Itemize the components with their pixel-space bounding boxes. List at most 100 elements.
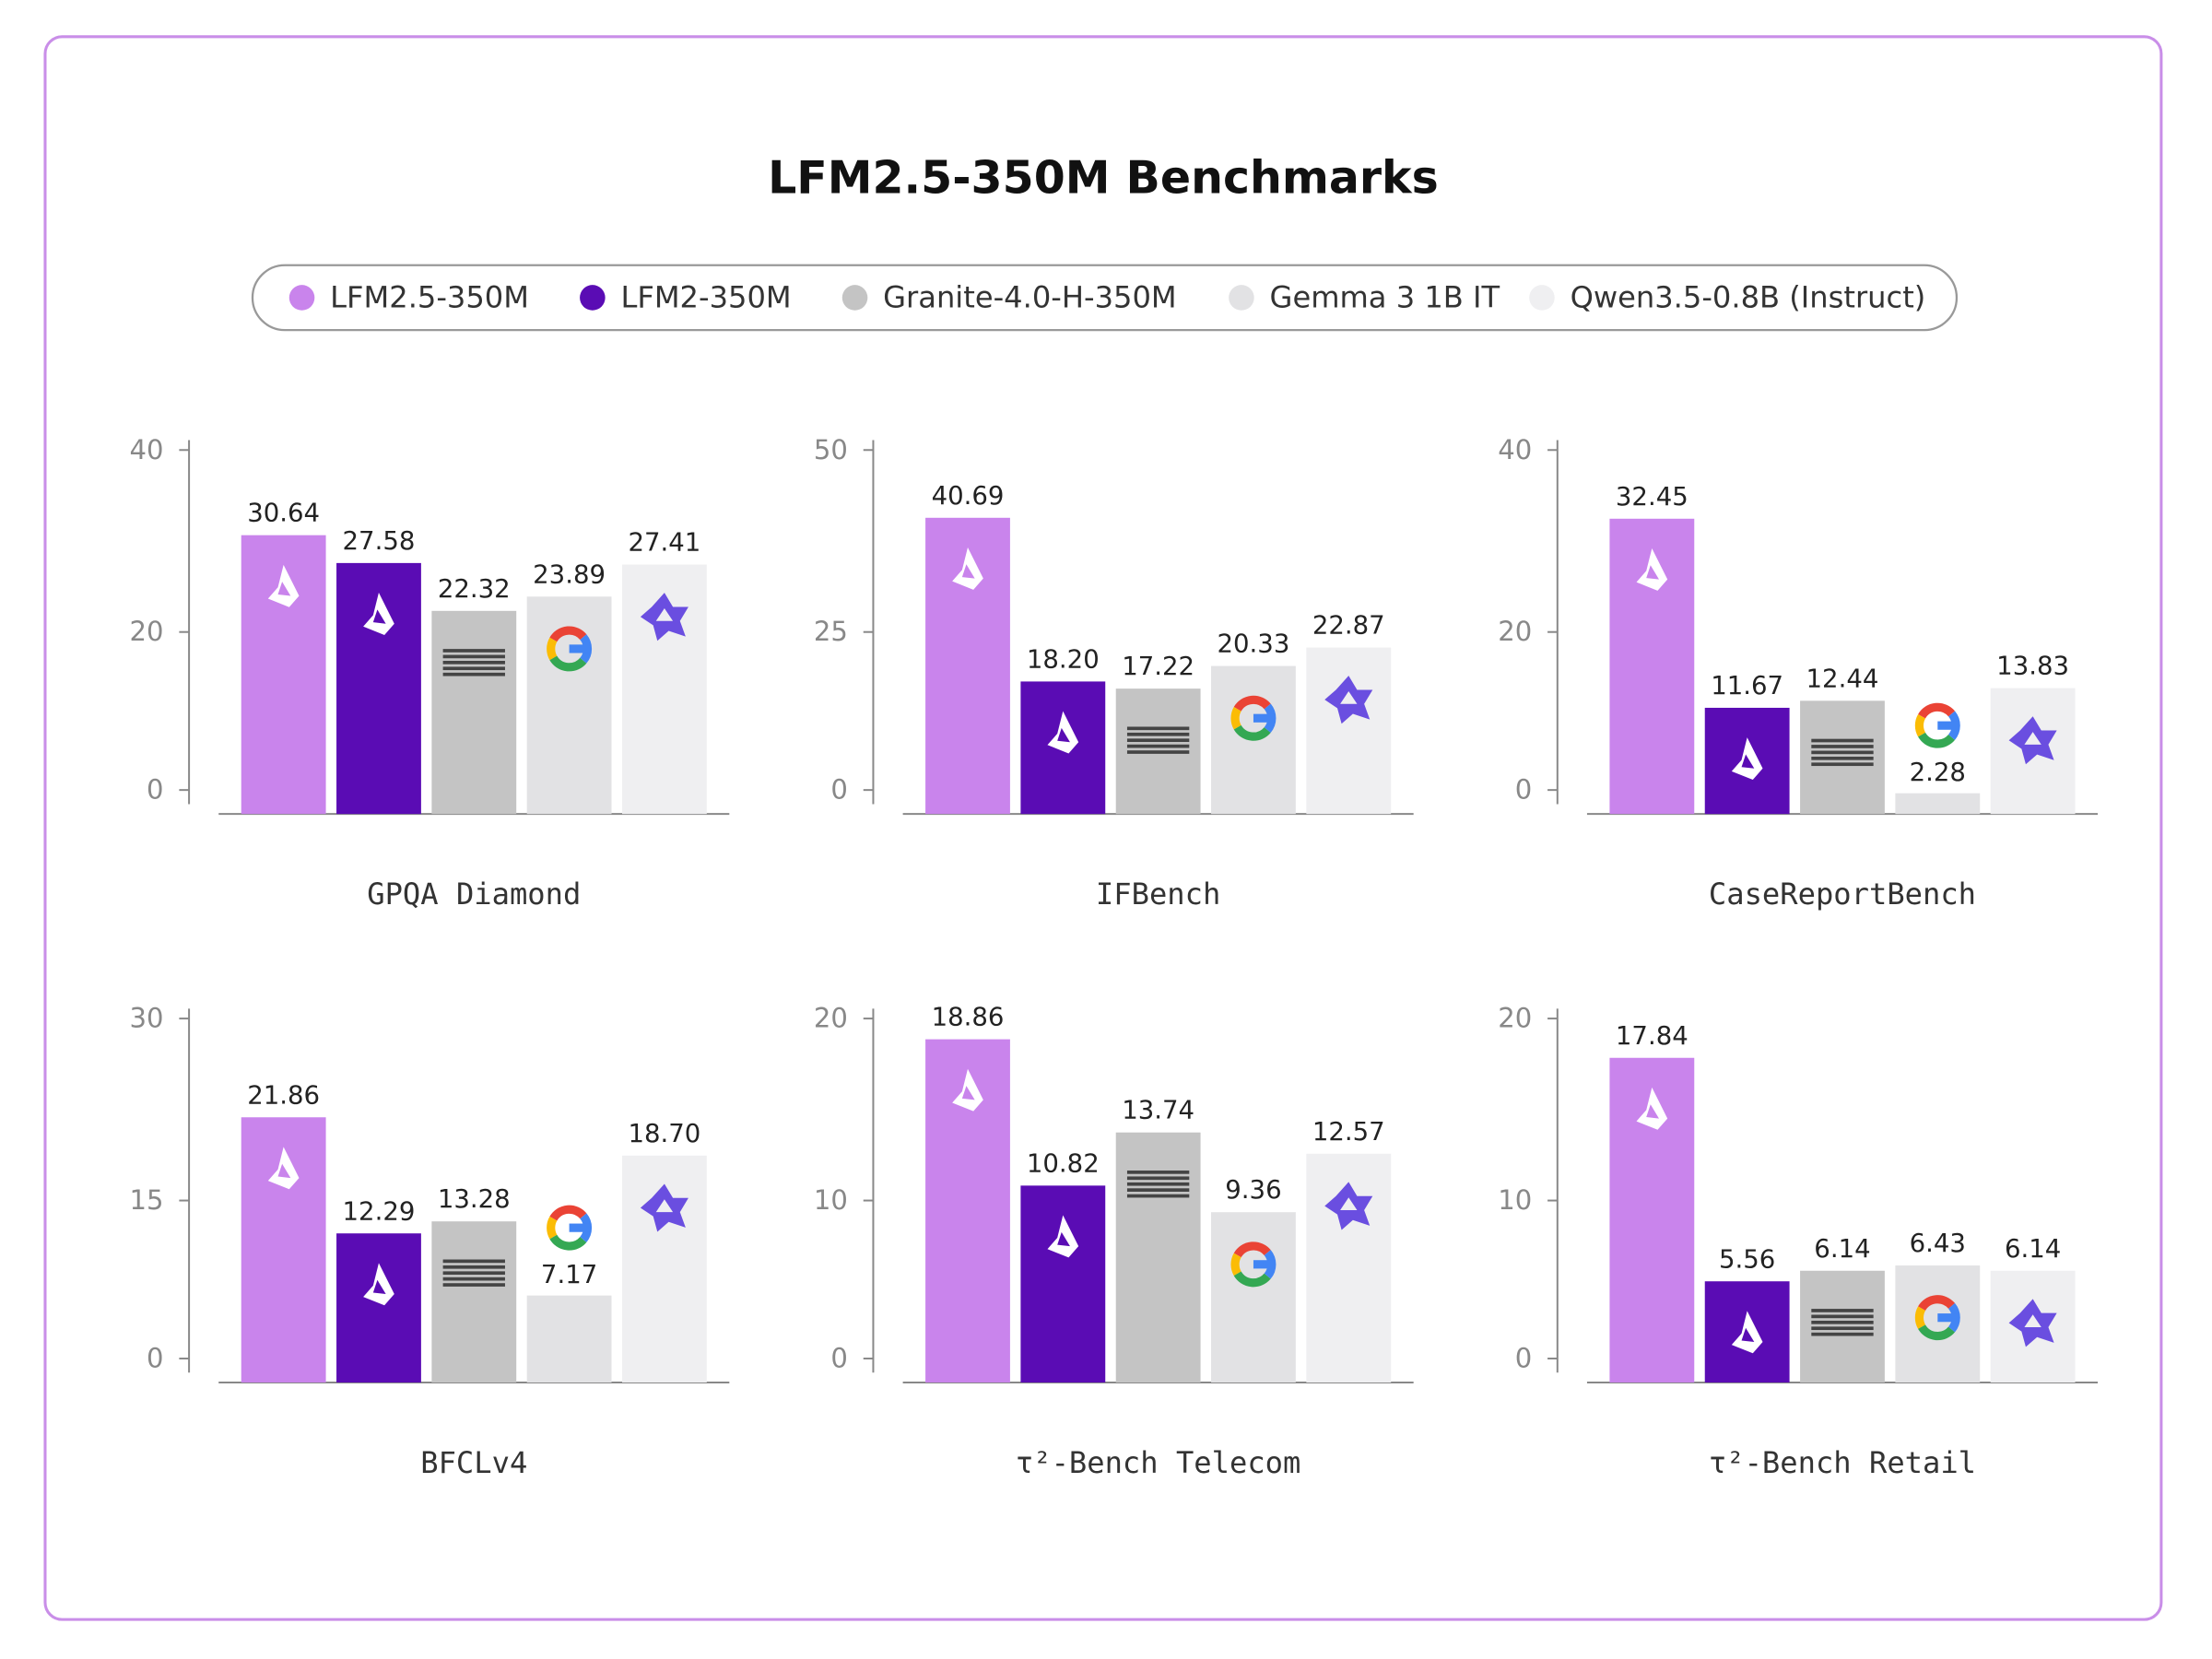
subplot-label: τ²-Bench Retail [1709, 1445, 1976, 1480]
logo-stripe [1126, 732, 1190, 736]
logo-stripe [1126, 1188, 1190, 1192]
logo-stripe [1811, 756, 1874, 760]
logo-stripe [1126, 744, 1190, 748]
bar [526, 1295, 612, 1382]
logo-core [655, 1199, 674, 1213]
bar [1306, 647, 1392, 815]
value-label: 2.28 [1910, 758, 1966, 787]
model-logo [1126, 1171, 1190, 1198]
y-tick-label: 20 [1498, 616, 1532, 647]
value-label: 18.20 [1027, 644, 1100, 674]
bar [431, 1221, 517, 1382]
legend-label: LFM2-350M [620, 279, 791, 314]
logo-arc [549, 1205, 587, 1221]
logo-arc [1233, 1271, 1271, 1288]
logo-arc [1918, 1324, 1956, 1341]
value-label: 11.67 [1711, 671, 1783, 700]
value-label: 27.58 [343, 526, 416, 556]
logo-arc [1918, 702, 1956, 719]
logo-cut [961, 564, 975, 579]
logo-stripe [1811, 1320, 1874, 1324]
value-label: 5.56 [1719, 1244, 1775, 1274]
value-label: 13.28 [438, 1184, 511, 1214]
logo-stripe [442, 1259, 505, 1264]
legend-label: LFM2.5-350M [330, 279, 529, 314]
y-tick-label: 0 [830, 1343, 848, 1374]
y-tick-label: 0 [1515, 774, 1533, 806]
value-label: 6.14 [2005, 1234, 2061, 1264]
logo-bar [1253, 713, 1275, 723]
logo-arc [1233, 695, 1271, 712]
logo-arc [1230, 706, 1241, 730]
value-label: 27.41 [628, 528, 700, 558]
logo-stripe [1811, 1309, 1874, 1312]
logo-stripe [1811, 1332, 1874, 1336]
value-label: 7.17 [541, 1260, 597, 1289]
y-tick-label: 0 [147, 774, 164, 806]
subplot-label: BFCLv4 [420, 1445, 527, 1480]
bar [431, 610, 517, 815]
logo-cut [372, 1279, 386, 1295]
bar [336, 1233, 421, 1382]
bar [1020, 1185, 1106, 1382]
y-tick-label: 40 [130, 434, 164, 465]
logo-arc [549, 1234, 587, 1251]
logo-bar [569, 1223, 591, 1232]
logo-bar [1937, 721, 1959, 730]
y-tick-label: 40 [1498, 434, 1532, 465]
model-logo [267, 1147, 300, 1190]
legend-label: Gemma 3 1B IT [1270, 279, 1500, 314]
value-label: 6.43 [1910, 1229, 1966, 1258]
logo-arc [1918, 732, 1956, 748]
model-logo [363, 593, 394, 635]
legend-label: Qwen3.5-0.8B (Instruct) [1571, 279, 1926, 314]
logo-stripe [1126, 1182, 1190, 1186]
value-label: 18.70 [628, 1119, 700, 1148]
logo-cut [277, 1163, 291, 1179]
logo-core [1340, 690, 1358, 704]
logo-core [2024, 1314, 2041, 1327]
logo-stripe [1126, 726, 1190, 731]
model-logo [363, 1263, 394, 1306]
model-logo [640, 1183, 688, 1232]
value-label: 6.14 [1814, 1234, 1870, 1264]
legend-label: Granite-4.0-H-350M [883, 279, 1177, 314]
legend-swatch [841, 285, 868, 311]
value-label: 17.22 [1122, 652, 1194, 681]
logo-core [655, 608, 674, 621]
model-logo [1047, 1215, 1079, 1258]
model-logo [547, 1205, 593, 1251]
subplot-label: CaseReportBench [1709, 877, 1976, 912]
model-logo [1731, 1311, 1763, 1354]
model-logo [1731, 737, 1763, 781]
logo-stripe [442, 649, 505, 653]
logo-stripe [1126, 1176, 1190, 1181]
logo-stripe [1126, 738, 1190, 743]
logo-stripe [1126, 1171, 1190, 1174]
logo-stripe [1811, 1326, 1874, 1331]
logo-arc [1918, 1295, 1956, 1312]
y-tick-label: 50 [814, 434, 848, 465]
value-label: 13.83 [1996, 652, 2069, 681]
legend-swatch [288, 285, 315, 311]
model-logo [2008, 716, 2057, 765]
y-tick-label: 20 [130, 616, 164, 647]
model-logo [1230, 1241, 1277, 1288]
model-logo [640, 593, 688, 641]
value-label: 9.36 [1225, 1175, 1281, 1205]
model-logo [1636, 547, 1668, 591]
logo-stripe [442, 1265, 505, 1269]
value-label: 13.74 [1122, 1096, 1194, 1125]
logo-core [2024, 732, 2041, 745]
model-logo [1811, 1309, 1874, 1336]
value-label: 20.33 [1218, 629, 1290, 659]
logo-cut [1057, 727, 1070, 743]
value-label: 12.29 [343, 1196, 416, 1226]
y-tick-label: 30 [130, 1003, 164, 1034]
model-logo [1047, 711, 1079, 754]
logo-cut [1646, 565, 1659, 580]
y-tick-label: 0 [147, 1343, 164, 1374]
logo-arc [1914, 1306, 1926, 1329]
y-tick-label: 15 [130, 1184, 164, 1216]
y-tick-label: 0 [830, 774, 848, 806]
